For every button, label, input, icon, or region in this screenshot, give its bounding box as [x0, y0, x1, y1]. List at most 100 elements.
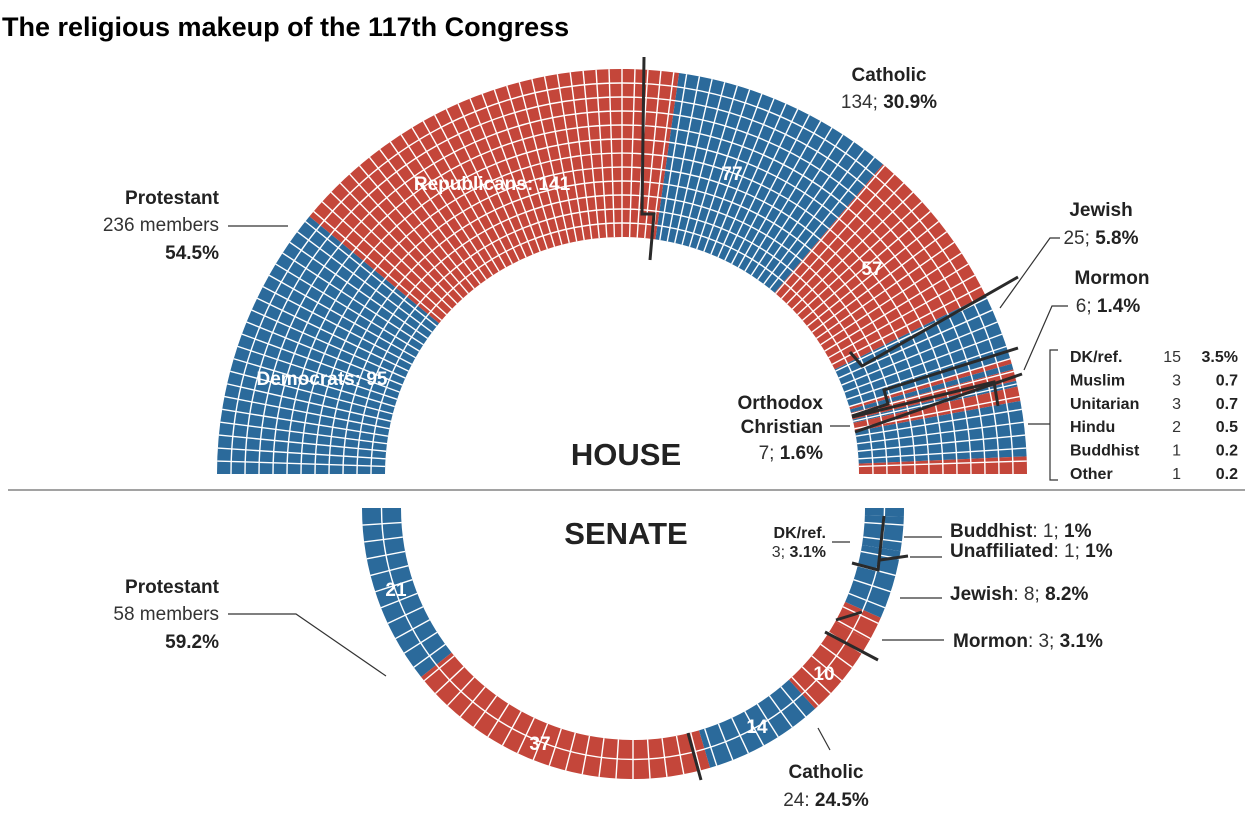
small-group-name: Muslim: [1070, 372, 1125, 389]
house-democrats-label: Democrats: 95: [257, 369, 388, 390]
house-seat-grid: [217, 69, 1027, 475]
house-segment-jewish-dem: [834, 295, 1011, 407]
senate-grid-spoke: [581, 735, 591, 775]
small-group-count: 3: [1172, 396, 1181, 413]
house-grid-spoke: [339, 182, 458, 305]
house-grid-spoke: [820, 252, 962, 346]
house-protestant-count: 236 members: [103, 215, 219, 236]
senate-protestant-name: Protestant: [125, 577, 220, 598]
senate-catholic-stats: 24: 24.5%: [783, 790, 869, 811]
house-grid-spoke: [304, 220, 438, 327]
house-grid-spoke: [858, 447, 1027, 460]
house-grid-spoke: [518, 82, 563, 245]
house-grid-spoke: [710, 98, 775, 255]
house-jewish-mormon-boundary: [851, 346, 1019, 418]
house-grid-spoke: [731, 114, 810, 265]
senate-grid-spoke: [756, 703, 779, 738]
small-group-name: Unitarian: [1070, 396, 1139, 413]
house-grid-spoke: [222, 408, 389, 437]
house-grid-spoke: [696, 89, 751, 250]
house-grid-spoke: [775, 165, 886, 294]
senate-grid-spoke: [487, 703, 510, 738]
senate-grid-spoke: [370, 565, 409, 577]
senate-grid-spoke: [362, 521, 402, 526]
house-grid-spoke: [849, 358, 1011, 408]
house-catholic-rep-count: 57: [861, 259, 882, 280]
house-mormon-name: Mormon: [1075, 268, 1150, 289]
house-jewish-stats: 25; 5.8%: [1063, 228, 1138, 249]
house-grid-spoke: [757, 141, 855, 281]
house-grid-spoke: [824, 263, 969, 352]
small-group-pct: 3.5%: [1202, 349, 1238, 366]
house-segment-catholic-rep: [774, 164, 986, 370]
senate-unaffiliated-stats: Unaffiliated: 1; 1%: [950, 541, 1113, 562]
house-mormon-stats: 6; 1.4%: [1076, 296, 1141, 317]
house-grid-spoke: [246, 321, 403, 386]
house-grid-spoke: [543, 76, 578, 242]
house-grid-spoke: [595, 69, 608, 238]
house-grid-spoke: [506, 85, 556, 247]
house-label: HOUSE: [571, 437, 681, 472]
senate-grid-spoke: [423, 655, 455, 682]
senate-protestant-leader: [228, 613, 387, 677]
house-grid-spoke: [651, 72, 675, 240]
senate-protestant-dem-count: 21: [385, 580, 407, 601]
senate-catholic-rep-count: 10: [813, 664, 834, 685]
house-grid-spoke: [411, 127, 500, 272]
small-group-name: Hindu: [1070, 419, 1115, 436]
house-grid-spoke: [858, 460, 1027, 468]
house-grid-spoke: [237, 345, 398, 400]
senate-protestant-count: 58 members: [113, 604, 219, 625]
senate-grid-spoke: [516, 717, 535, 754]
small-group-pct: 0.2: [1216, 466, 1238, 483]
house-grid-spoke: [717, 103, 787, 258]
senate-protestant-pct: 59.2%: [165, 632, 219, 653]
senate-grid-spoke: [413, 643, 446, 668]
senate-grid-spoke: [848, 592, 886, 609]
house-grid-spoke: [780, 173, 895, 300]
senate-grid-spoke: [548, 728, 562, 766]
senate-grid-spoke: [675, 735, 685, 775]
house-grid-spoke: [282, 252, 424, 346]
senate-protestant-rep-count: 37: [529, 734, 550, 755]
house-grid-spoke: [556, 74, 585, 241]
house-grid-spoke: [445, 108, 520, 261]
house-catholic-dem-count: 77: [721, 164, 742, 185]
house-grid-spoke: [251, 309, 406, 379]
house-grid-spoke: [659, 74, 688, 241]
senate-dkref-stats: 3; 3.1%: [772, 544, 826, 561]
house-grid-spoke: [811, 231, 947, 333]
senate-grid-spoke: [842, 606, 879, 625]
senate-grid-spoke: [434, 666, 465, 695]
senate-catholic-mormon-boundary: [824, 630, 879, 662]
house-grid-spoke: [389, 141, 487, 281]
house-grid-spoke: [349, 173, 464, 300]
senate-grid-spoke: [820, 643, 853, 668]
senate-grid-spoke: [403, 631, 438, 654]
house-catholic-stats: 134; 30.9%: [841, 92, 937, 113]
senate-grid-spoke: [768, 695, 793, 728]
small-group-count: 2: [1172, 419, 1181, 436]
senate-grid-spoke: [532, 723, 549, 761]
house-mormon-orthodox-boundary: [851, 380, 1000, 419]
house-grid-spoke: [493, 89, 548, 250]
house-grid-spoke: [531, 78, 570, 244]
senate-grid-spoke: [459, 686, 486, 718]
house-grid-spoke: [422, 120, 507, 268]
house-grid-spoke: [434, 114, 513, 265]
senate-dkref-name: DK/ref.: [774, 525, 826, 542]
house-grid-spoke: [217, 447, 386, 460]
senate-grid-spoke: [615, 739, 620, 779]
small-group-count: 1: [1172, 466, 1181, 483]
house-republicans-label: Republicans: 141: [414, 174, 571, 195]
house-catholic-name: Catholic: [852, 65, 927, 86]
small-group-name: Other: [1070, 466, 1113, 483]
chart-title: The religious makeup of the 117th Congre…: [2, 12, 569, 42]
senate-grid-spoke: [387, 606, 424, 625]
house-grid-spoke: [218, 434, 387, 452]
house-grid-spoke: [844, 333, 1003, 393]
house-grid-spoke: [368, 156, 475, 290]
senate-grid-spoke: [598, 738, 605, 777]
senate-grid-spoke: [661, 738, 668, 777]
senate-label: SENATE: [564, 516, 687, 551]
